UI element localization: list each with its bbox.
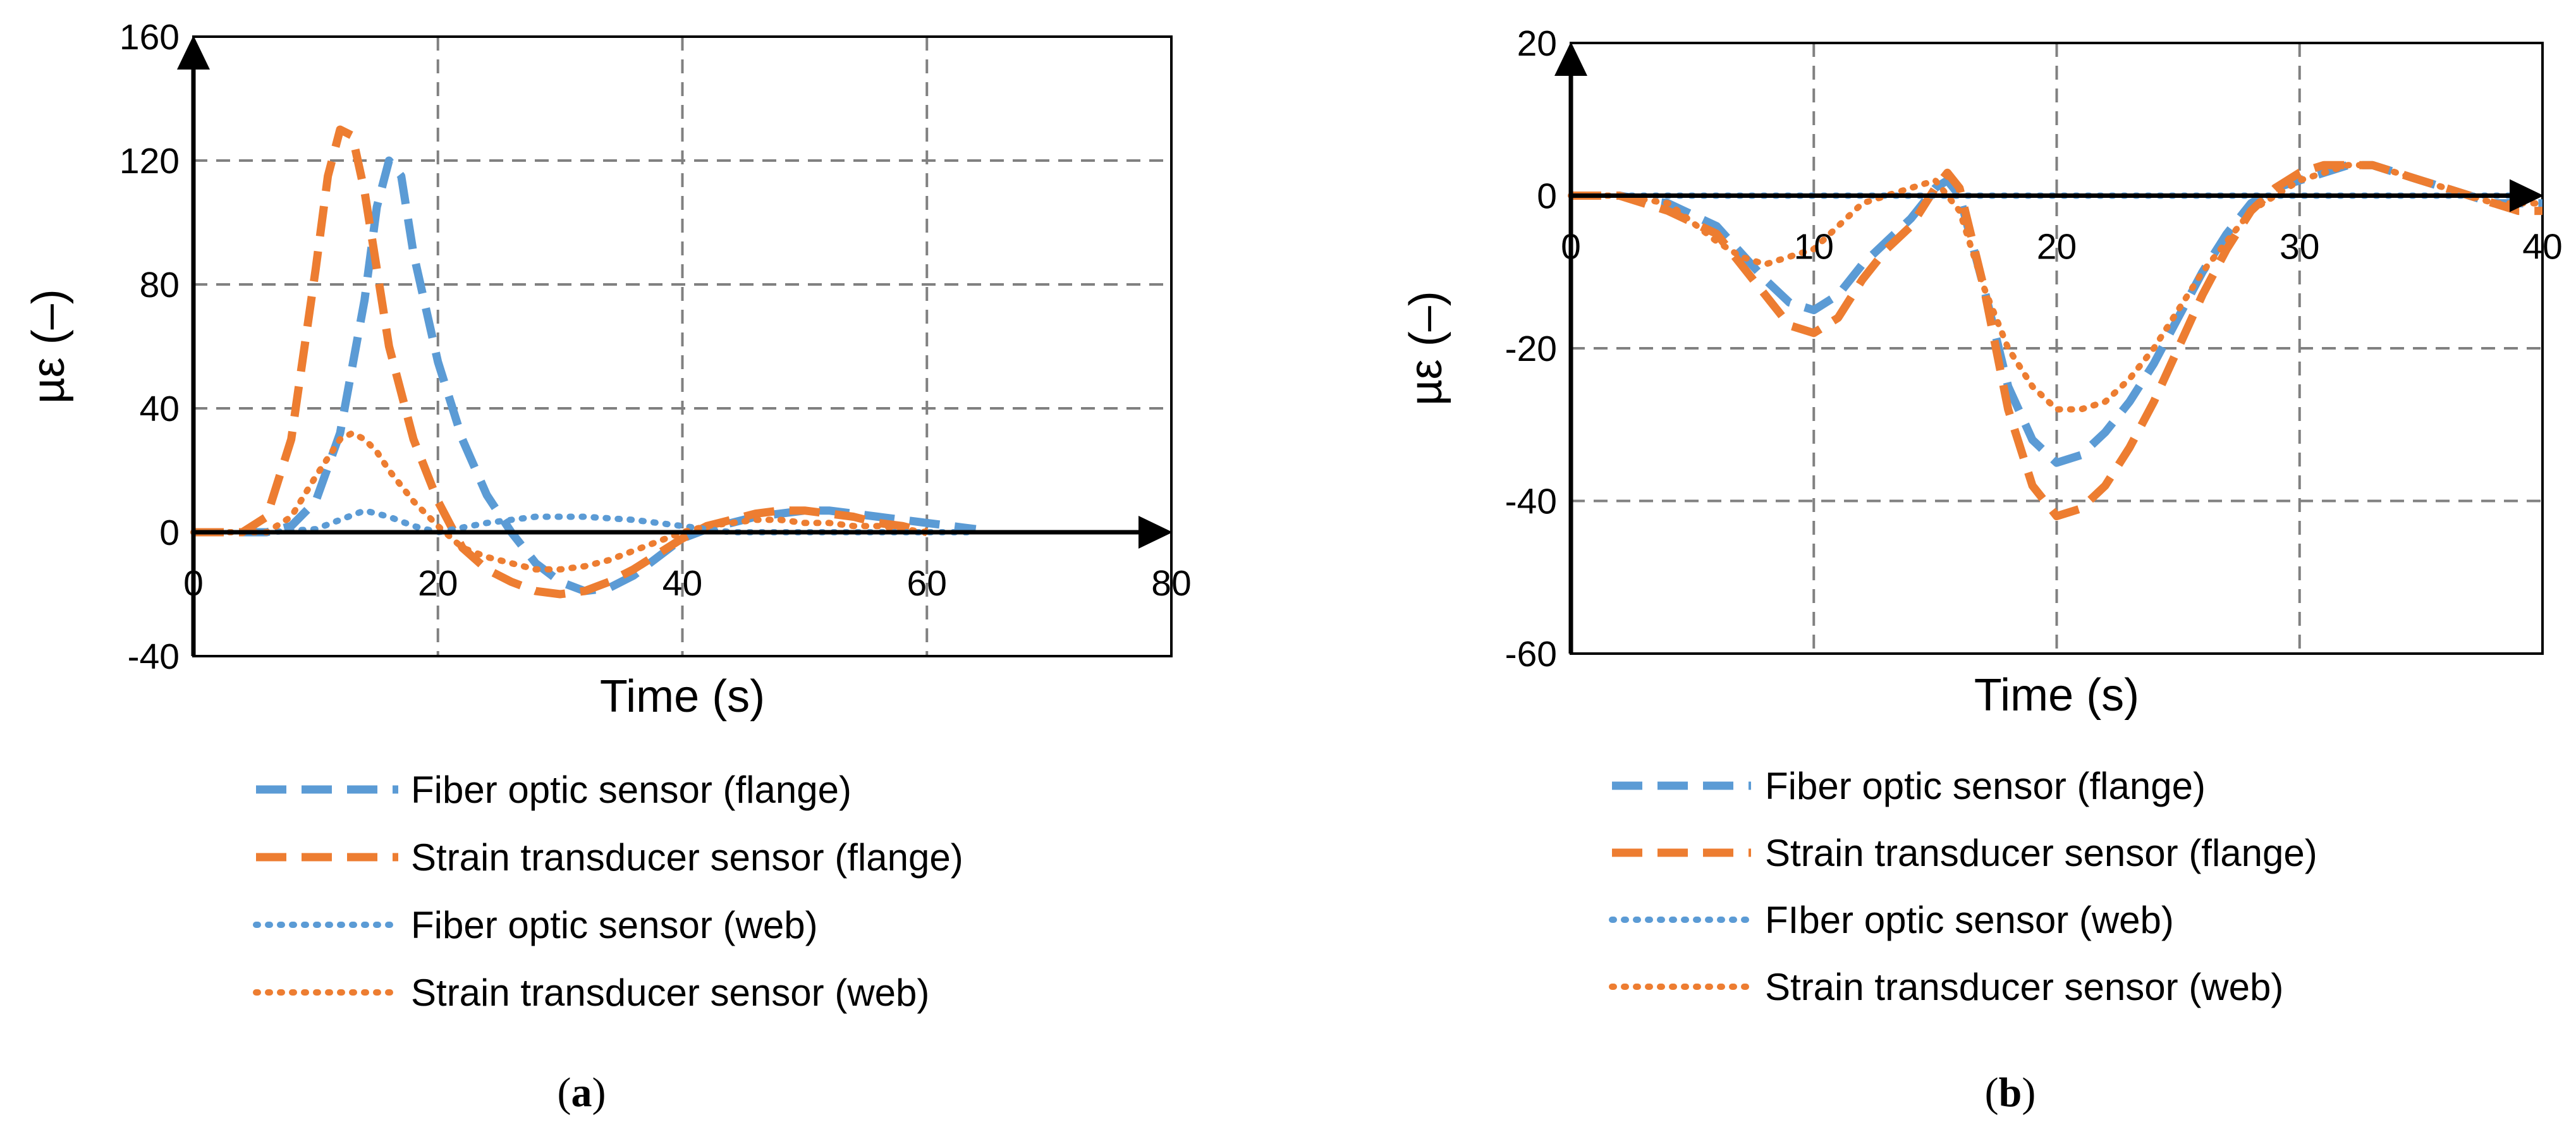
x-axis-arrow: [1138, 516, 1173, 549]
x-tick-label: 0: [1561, 227, 1581, 267]
y-tick-label: -40: [1505, 482, 1557, 522]
legend: Fiber optic sensor (flange) Strain transd…: [253, 769, 963, 1014]
legend-label-4: Strain transducer sensor (web): [411, 972, 929, 1014]
x-tick-label: 0: [183, 563, 204, 604]
legend-label-2: Strain transducer sensor (flange): [411, 836, 963, 879]
panel-caption: (a): [558, 1070, 606, 1116]
y-tick-label: -20: [1505, 329, 1557, 369]
y-tick-label: 20: [1517, 23, 1557, 64]
y-tick-label: 0: [1537, 176, 1557, 217]
legend-label-4: Strain transducer sensor (web): [1765, 966, 2283, 1008]
y-tick-label: 120: [119, 141, 180, 181]
x-tick-label: 40: [2522, 227, 2562, 267]
x-tick-label: 10: [1794, 227, 1834, 267]
x-tick-label: 40: [662, 563, 702, 604]
series-line-3: [190, 507, 979, 535]
y-tick-label: 160: [119, 17, 180, 58]
x-tick-label: 80: [1151, 563, 1191, 604]
legend: Fiber optic sensor (flange) Strain transd…: [1609, 765, 2317, 1008]
x-tick-label: 20: [2037, 227, 2077, 267]
x-axis-title: Time (s): [600, 671, 765, 722]
legend-label-1: Fiber optic sensor (flange): [1765, 765, 2206, 807]
x-axis-arrow: [2510, 179, 2544, 212]
legend-label-2: Strain transducer sensor (flange): [1765, 832, 2317, 874]
y-axis-title: µε (–): [1401, 291, 1451, 406]
series-line-2: [1571, 161, 2542, 521]
x-axis-title: Time (s): [1974, 670, 2139, 721]
x-tick-label: 30: [2280, 227, 2319, 267]
y-tick-label: -60: [1505, 634, 1557, 674]
x-tick-label: 20: [418, 563, 458, 604]
y-tick-label: 40: [140, 389, 180, 429]
y-tick-label: 80: [140, 265, 180, 305]
x-tick-label: 60: [907, 563, 947, 604]
series-line-4: [1568, 162, 2546, 413]
y-tick-label: 0: [159, 513, 180, 553]
legend-label-3: Fiber optic sensor (web): [411, 904, 818, 946]
y-axis-title: µε (–): [23, 289, 74, 404]
y-axis-arrow: [177, 35, 210, 70]
y-tick-label: -40: [128, 637, 180, 677]
y-axis-arrow: [1554, 42, 1587, 76]
series-line-4: [190, 430, 931, 573]
legend-label-1: Fiber optic sensor (flange): [411, 769, 852, 811]
chart-b: -60 -40 -20 0 20 0 10 20 30 40 Time (s) µε (–) Fiber…: [1401, 23, 2563, 1116]
panel-caption: (b): [1985, 1070, 2036, 1116]
legend-label-3: FIber optic sensor (web): [1765, 899, 2174, 941]
series-line-1: [1571, 161, 2542, 467]
series-line-2: [193, 125, 928, 599]
